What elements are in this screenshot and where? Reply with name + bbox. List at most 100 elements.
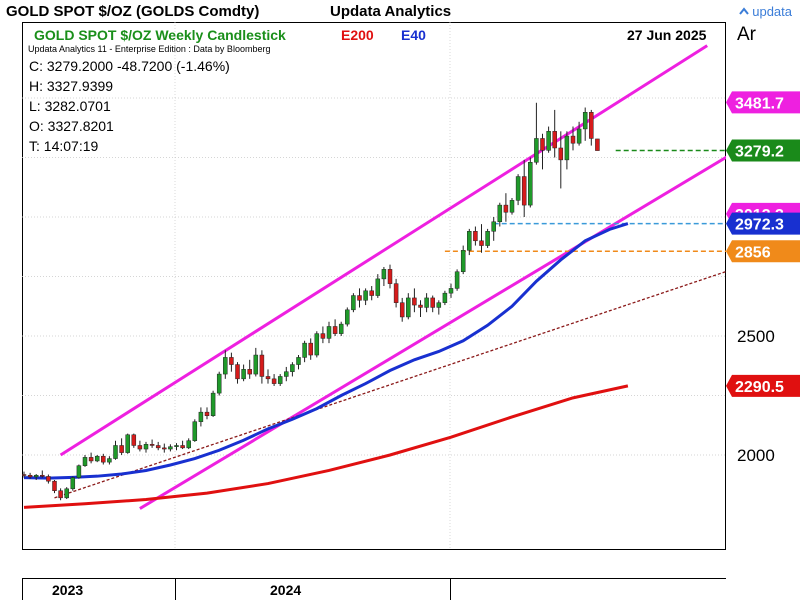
candle-body	[497, 204, 503, 223]
candle-body	[558, 147, 564, 161]
candle-body	[363, 290, 368, 301]
candle-body	[393, 283, 399, 303]
candle-body	[381, 269, 387, 280]
candle-body	[406, 297, 411, 318]
candle-body	[412, 297, 417, 306]
candle-body	[320, 333, 326, 339]
x-axis	[22, 578, 726, 601]
candle-body	[589, 112, 594, 139]
y-tick-label: 2500	[737, 327, 775, 346]
candle-body	[229, 357, 234, 365]
candle-body	[131, 434, 137, 446]
candle-body	[424, 297, 429, 308]
price-tag-box	[726, 212, 800, 235]
candle-body	[418, 304, 423, 308]
price-tag-box	[726, 374, 800, 397]
candle-body	[595, 138, 600, 151]
candle-body	[192, 421, 198, 441]
candle-body	[332, 326, 338, 334]
x-axis-tick	[22, 578, 23, 600]
candle-body	[302, 342, 307, 358]
candle-body	[186, 440, 191, 449]
candle-body	[223, 357, 228, 375]
app-title: Updata Analytics	[330, 3, 452, 20]
ohlc-open: O: 3327.8201	[29, 118, 114, 134]
updata-logo: updata	[739, 4, 792, 19]
candle-body	[528, 162, 533, 206]
candle-body	[448, 288, 454, 294]
instrument-title: GOLD SPOT $/OZ (GOLDS Comdty)	[6, 3, 260, 20]
candle-body	[64, 488, 69, 499]
candle-body	[552, 131, 557, 149]
candle-body	[345, 309, 350, 325]
candle-body	[521, 176, 527, 206]
x-axis-tick	[175, 578, 176, 600]
candle-body	[534, 138, 539, 163]
candle-body	[88, 457, 94, 462]
price-tag-label: 2856	[735, 244, 771, 261]
candle-body	[94, 455, 100, 462]
chart-subtitle: GOLD SPOT $/OZ Weekly Candlestick	[34, 27, 286, 43]
candle-body	[375, 278, 381, 296]
candle-body	[564, 135, 570, 161]
candle-body	[369, 290, 374, 296]
candle-body	[168, 446, 173, 450]
candle-body	[22, 474, 27, 476]
e200-line	[23, 384, 629, 509]
candle-body	[467, 231, 472, 251]
candle-body	[33, 474, 39, 478]
candle-body	[576, 128, 582, 144]
candle-body	[454, 271, 460, 289]
candle-body	[387, 269, 393, 284]
axis-header: Ar	[737, 24, 756, 45]
chart-date: 27 Jun 2025	[627, 27, 707, 43]
ohlc-high: H: 3327.9399	[29, 78, 114, 94]
candle-body	[515, 176, 521, 201]
candle-body	[143, 444, 149, 450]
chart-frame[interactable]	[22, 22, 726, 550]
price-tag-box	[726, 139, 800, 162]
candle-body	[162, 447, 167, 450]
updata-logo-icon	[739, 6, 750, 15]
candle-body	[82, 457, 88, 466]
ohlc-low: L: 3282.0701	[29, 98, 111, 114]
price-tag: 2290.5	[726, 374, 800, 397]
candle-body	[247, 369, 252, 375]
price-tag-box	[726, 240, 800, 263]
candle-body	[290, 364, 295, 372]
candle-body	[430, 297, 435, 308]
candle-body	[509, 200, 515, 213]
candle-body	[473, 231, 478, 242]
candle-body	[204, 411, 210, 416]
legend-e200: E200	[341, 27, 374, 43]
candle-body	[113, 445, 118, 459]
price-tag-label: 2290.5	[735, 379, 784, 396]
edition-note: Updata Analytics 11 - Enterprise Edition…	[28, 44, 271, 54]
candle-body	[27, 474, 33, 478]
e40-line	[23, 222, 629, 480]
candle-body	[479, 240, 484, 246]
x-label-2023: 2023	[52, 582, 84, 598]
candle-body	[180, 445, 185, 449]
candle-body	[296, 357, 301, 365]
channel-upper-line	[59, 44, 709, 457]
candle-body	[174, 445, 179, 447]
price-tag: 3279.2	[726, 139, 800, 162]
legend-e40: E40	[401, 27, 426, 43]
price-tag-label: 2972.3	[735, 217, 784, 234]
candle-body	[107, 458, 112, 463]
candle-body	[216, 373, 222, 394]
candle-body	[546, 131, 551, 151]
candle-body	[210, 392, 216, 416]
candle-body	[503, 204, 509, 213]
candle-body	[125, 434, 130, 453]
candle-body	[70, 477, 76, 490]
candle-body	[101, 455, 106, 463]
candle-body	[235, 364, 240, 380]
candle-body	[253, 354, 259, 375]
candle-body	[52, 480, 57, 491]
candle-body	[284, 371, 289, 377]
candle-body	[314, 333, 320, 356]
ohlc-close: C: 3279.2000 -48.7200 (-1.46%)	[29, 58, 230, 74]
